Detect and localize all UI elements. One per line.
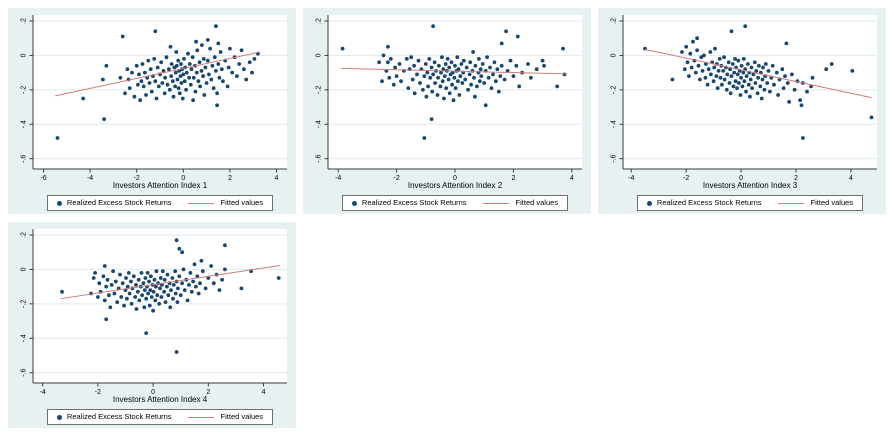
scatter-marker-icon <box>351 200 357 206</box>
x-tick-label: 4 <box>570 175 574 181</box>
y-tick-label: .2 <box>21 232 28 238</box>
legend-line-label: Fitted values <box>220 412 264 421</box>
x-axis-title-4: Investors Attention Index 4 <box>112 394 208 404</box>
gridlines <box>33 234 287 374</box>
x-axis-title-3: Investors Attention Index 3 <box>702 180 798 190</box>
y-tick-label: -.2 <box>611 86 618 94</box>
y-tick-label: -.6 <box>21 368 28 376</box>
fitted-line-icon <box>482 202 509 204</box>
x-tick-label: -2 <box>683 175 689 181</box>
x-tick-label: -6 <box>40 175 46 181</box>
legend: Realized Excess Stock Returns Fitted val… <box>46 409 274 425</box>
legend-row: Realized Excess Stock Returns Fitted val… <box>14 407 290 425</box>
y-tick-label: .2 <box>316 18 323 24</box>
x-tick-label: -4 <box>335 175 341 181</box>
legend-scatter-label: Realized Excess Stock Returns <box>66 198 172 207</box>
legend: Realized Excess Stock Returns Fitted val… <box>636 195 864 211</box>
y-tick-label: -.4 <box>21 334 28 342</box>
x-tick-label: 0 <box>739 175 743 181</box>
plot-area <box>623 15 877 169</box>
panel-investors-attention-index-3: .2 0 -.2 -.4 -.6 -4 -2 0 2 4 Investors Attention … <box>598 8 886 214</box>
y-tick-label: -.6 <box>611 154 618 162</box>
x-tick-label: 4 <box>275 175 279 181</box>
legend-row: Realized Excess Stock Returns Fitted val… <box>309 193 585 211</box>
fitted-line-icon <box>187 202 214 204</box>
y-tick-label: -.2 <box>21 86 28 94</box>
y-tick-label: .2 <box>611 18 618 24</box>
plot-area <box>328 15 582 169</box>
x-tick-label: -2 <box>95 389 101 395</box>
legend-line-label: Fitted values <box>515 198 559 207</box>
scatter-marker-icon <box>646 200 652 206</box>
y-tick-label: 0 <box>21 53 28 57</box>
x-axis-title-1: Investors Attention Index 1 <box>112 180 208 190</box>
scatter-chart-2: .2 0 -.2 -.4 -.6 -4 -2 0 2 4 <box>316 15 582 181</box>
legend: Realized Excess Stock Returns Fitted val… <box>46 195 274 211</box>
scatter-chart-1: .2 0 -.2 -.4 -.6 -6 -4 -2 0 2 4 <box>21 15 287 181</box>
y-tick-label: -.2 <box>316 86 323 94</box>
y-tick-label: .2 <box>21 18 28 24</box>
legend-scatter-label: Realized Excess Stock Returns <box>66 412 172 421</box>
legend: Realized Excess Stock Returns Fitted val… <box>341 195 569 211</box>
scatter-points <box>340 24 567 140</box>
y-tick-label: -.6 <box>316 154 323 162</box>
axes: .2 0 -.2 -.4 -.6 -6 -4 -2 0 2 4 <box>21 15 287 181</box>
y-tick-label: -.4 <box>611 120 618 128</box>
legend-line-label: Fitted values <box>220 198 264 207</box>
y-tick-label: -.6 <box>21 154 28 162</box>
fitted-line-icon <box>777 202 804 204</box>
x-tick-label: 0 <box>453 175 457 181</box>
legend-line-label: Fitted values <box>810 198 854 207</box>
legend-row: Realized Excess Stock Returns Fitted val… <box>14 193 290 211</box>
gridlines <box>623 20 877 160</box>
legend-scatter-label: Realized Excess Stock Returns <box>656 198 762 207</box>
legend-scatter-label: Realized Excess Stock Returns <box>361 198 467 207</box>
x-tick-label: 2 <box>511 175 515 181</box>
gridlines <box>33 20 287 160</box>
scatter-chart-3: .2 0 -.2 -.4 -.6 -4 -2 0 2 4 <box>611 15 877 181</box>
y-tick-label: 0 <box>611 53 618 57</box>
fitted-line <box>60 264 281 300</box>
panel-investors-attention-index-1: .2 0 -.2 -.4 -.6 -6 -4 -2 0 2 4 Investors Attentio… <box>8 8 296 214</box>
x-tick-label: 2 <box>228 175 232 181</box>
plot-area <box>33 229 287 383</box>
scatter-marker-icon <box>56 200 62 206</box>
y-tick-label: 0 <box>316 53 323 57</box>
scatter-marker-icon <box>56 414 62 420</box>
scatter-chart-4: .2 0 -.2 -.4 -.6 -4 -2 0 2 4 <box>21 229 287 395</box>
axes: .2 0 -.2 -.4 -.6 -4 -2 0 2 4 <box>21 229 287 395</box>
fitted-line <box>55 51 261 97</box>
scatter-points <box>55 24 260 140</box>
fitted-line <box>341 67 566 75</box>
x-tick-label: 4 <box>849 175 853 181</box>
panel-investors-attention-index-4: .2 0 -.2 -.4 -.6 -4 -2 0 2 4 Investors Attention … <box>8 222 296 428</box>
x-tick-label: -4 <box>628 175 634 181</box>
fitted-line <box>644 48 872 99</box>
x-tick-label: -4 <box>40 389 46 395</box>
x-axis-title-2: Investors Attention Index 2 <box>407 180 503 190</box>
x-tick-label: 4 <box>262 389 266 395</box>
x-tick-label: -4 <box>87 175 93 181</box>
y-tick-label: -.4 <box>21 120 28 128</box>
x-tick-label: 2 <box>206 389 210 395</box>
y-tick-label: -.4 <box>316 120 323 128</box>
scatter-points <box>60 238 281 354</box>
y-tick-label: -.2 <box>21 300 28 308</box>
x-tick-label: 2 <box>794 175 798 181</box>
legend-row: Realized Excess Stock Returns Fitted val… <box>604 193 880 211</box>
x-tick-label: 0 <box>151 389 155 395</box>
panel-investors-attention-index-2: .2 0 -.2 -.4 -.6 -4 -2 0 2 4 Investors Attention … <box>303 8 591 214</box>
axes: .2 0 -.2 -.4 -.6 -4 -2 0 2 4 <box>611 15 877 181</box>
x-tick-label: -2 <box>134 175 140 181</box>
y-tick-label: 0 <box>21 267 28 271</box>
axes: .2 0 -.2 -.4 -.6 -4 -2 0 2 4 <box>316 15 582 181</box>
fitted-line-icon <box>187 416 214 418</box>
x-tick-label: 0 <box>181 175 185 181</box>
x-tick-label: -2 <box>393 175 399 181</box>
